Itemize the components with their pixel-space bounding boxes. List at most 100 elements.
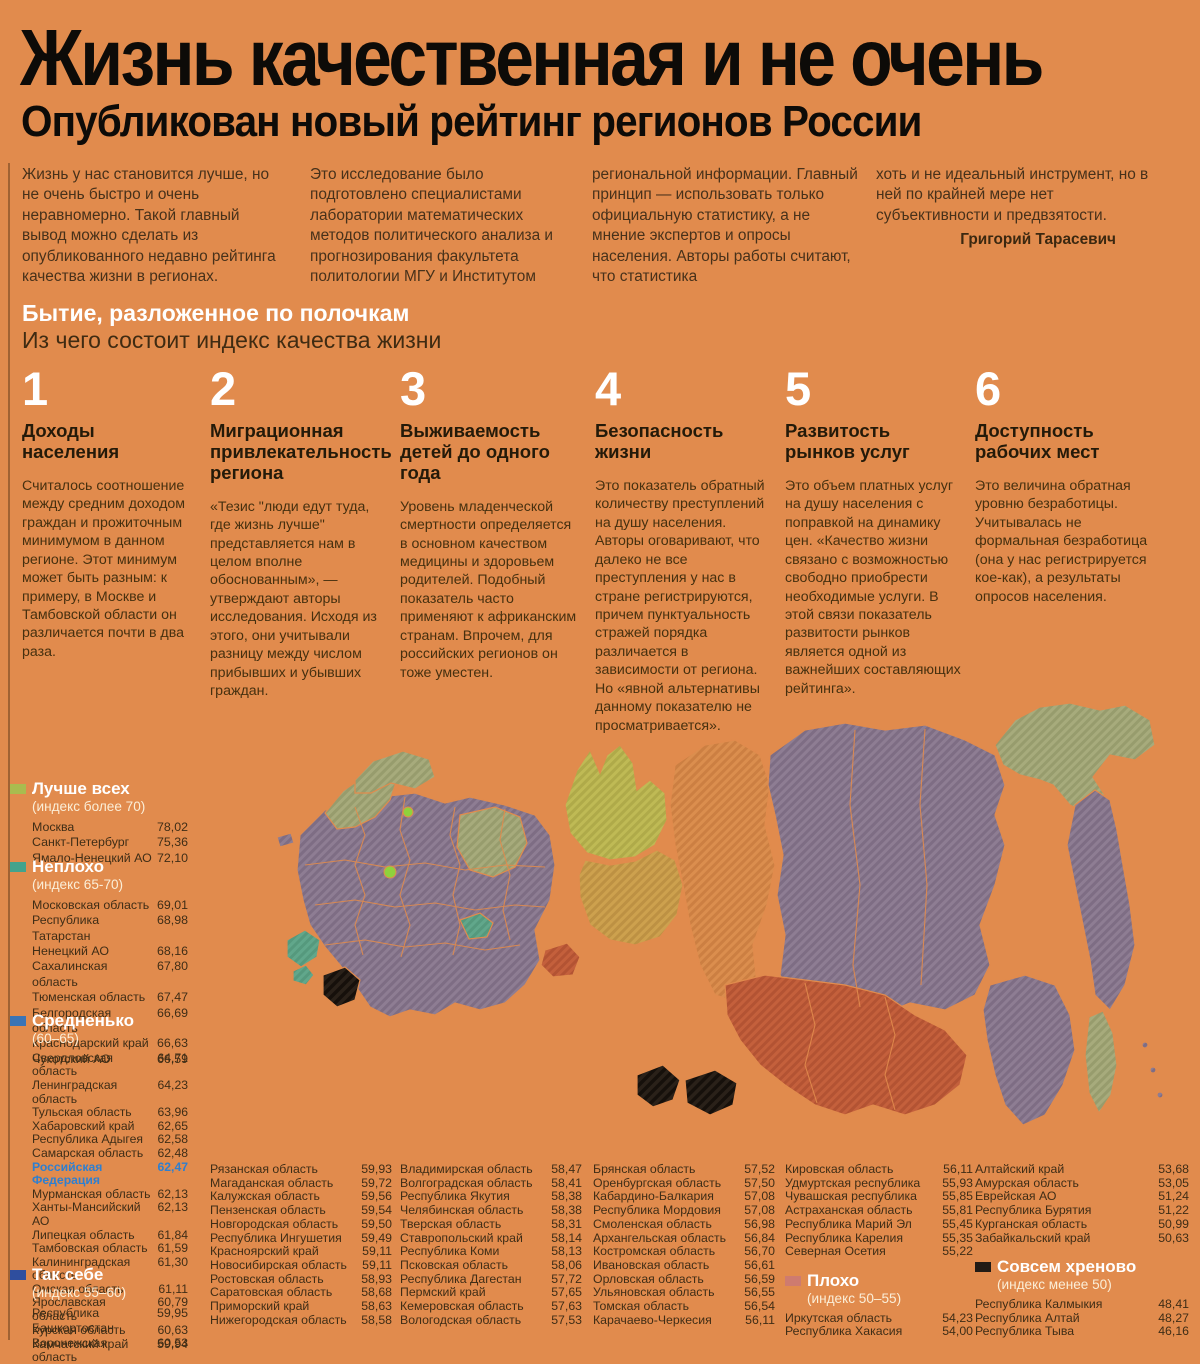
rating-row: Чукотский АО 66,59: [32, 1052, 188, 1067]
rating-row: Чувашская республика 55,85: [785, 1190, 973, 1204]
rating-row: Пензенская область 59,54: [210, 1203, 392, 1218]
left-rule: [8, 163, 10, 1340]
rating-row: Курганская область 50,99: [975, 1216, 1189, 1232]
region-score: 55,45: [942, 1216, 973, 1231]
legend-middle-title: Средненько: [32, 1011, 135, 1030]
rating-row: Ненецкий АО 68,16: [32, 944, 188, 959]
rating-row: Вологодская область 57,53: [400, 1313, 582, 1328]
rating-row: Камчатский край 59,94: [32, 1337, 188, 1352]
rating-row: Псковская область 58,06: [400, 1257, 582, 1273]
legend-middle: Средненько (60–65) Свердловская область 6…: [10, 1012, 188, 1364]
region-score: 61,59: [157, 1241, 189, 1256]
rating-row: Республика Башкортостан 59,95: [32, 1306, 188, 1337]
rating-row: Кабардино-Балкария 57,08: [593, 1190, 775, 1204]
region-score: 58,63: [361, 1299, 392, 1314]
region-name: Красноярский край: [210, 1244, 319, 1259]
region-score: 59,50: [361, 1216, 392, 1231]
legend-soso-rows: Республика Башкортостан 59,95 Камчатский к…: [32, 1306, 188, 1352]
legend-bad-rows: Иркутская область 54,23 Республика Хакасия…: [785, 1311, 973, 1339]
region-score: 58,58: [361, 1312, 392, 1327]
rating-row: Магаданская область 59,72: [210, 1175, 392, 1191]
region-score: 57,65: [551, 1285, 582, 1300]
rating-row: Республика Карелия 55,35: [785, 1230, 973, 1246]
region-name: Тульская область: [32, 1105, 132, 1120]
legend-swatch-worst-icon: [975, 1262, 991, 1273]
region-name: Москва: [32, 819, 75, 834]
region-name: Калининградская область: [32, 1254, 131, 1283]
region-score: 62,13: [157, 1186, 189, 1201]
region-score: 58,06: [551, 1257, 582, 1272]
region-score: 56,98: [744, 1216, 775, 1231]
rating-row: Республика Татарстан 68,98: [32, 913, 188, 944]
factor-5-text: Это объем платных услуг на душу населени…: [785, 477, 961, 697]
intro-col-3: региональной информации. Главный принцип…: [592, 166, 858, 286]
region-name: Самарская область: [32, 1145, 144, 1160]
factor-5: 5 Развитость рынков услуг Это объем плат…: [785, 365, 961, 698]
region-score: 67,80: [156, 959, 188, 974]
factor-3-number: 3: [400, 362, 427, 415]
region-name: Северная Осетия: [785, 1244, 886, 1259]
region-score: 48,27: [1158, 1310, 1189, 1325]
factor-2-number: 2: [210, 362, 237, 415]
region-score: 68,16: [156, 944, 188, 959]
region-score: 62,65: [157, 1118, 189, 1133]
region-name: Республика Дагестан: [400, 1271, 522, 1286]
region-tyva: [684, 1069, 738, 1116]
region-name: Кабардино-Балкария: [593, 1189, 714, 1204]
rating-row: Сахалинская область 67,80: [32, 959, 188, 990]
region-name: Ульяновская область: [593, 1285, 715, 1300]
rating-row: Оренбургская область 57,50: [593, 1176, 775, 1191]
region-name: Смоленская область: [593, 1216, 712, 1231]
region-name: Магаданская область: [210, 1175, 334, 1190]
factor-1: 1 Доходы населения Считалось соотношение…: [22, 365, 194, 661]
region-score: 55,85: [942, 1189, 973, 1204]
region-name: Республика Карелия: [785, 1230, 904, 1245]
region-name: Республика Коми: [400, 1244, 500, 1259]
region-name: Костромская область: [593, 1244, 716, 1259]
region-name: Московская область: [32, 897, 150, 912]
region-red-band: [724, 974, 968, 1116]
legend-bad: Плохо (индекс 50–55) Иркутская область 54…: [785, 1272, 973, 1339]
factor-2: 2 Миграционная привлекательность региона…: [210, 362, 392, 701]
rating-row: Мурманская область 62,13: [32, 1186, 189, 1202]
region-score: 50,99: [1158, 1216, 1189, 1231]
map-regions: [276, 702, 1164, 1126]
region-name: Новгородская область: [210, 1216, 339, 1231]
region-name: Республика Мордовия: [593, 1203, 721, 1218]
rating-row: Курская область 60,63: [32, 1323, 188, 1338]
rating-row: Республика Калмыкия 48,41: [975, 1297, 1189, 1312]
region-score: 57,63: [551, 1299, 582, 1314]
region-name: Хабаровский край: [32, 1118, 135, 1133]
region-tatarstan: [459, 912, 494, 940]
legend-swatch-middle-icon: [10, 1016, 26, 1026]
rating-row: Алтайский край 53,68: [975, 1162, 1189, 1177]
rating-row: Республика Марий Эл 55,45: [785, 1216, 973, 1232]
map-internal-borders: [304, 728, 928, 1111]
rating-row: Амурская область 53,05: [975, 1176, 1189, 1191]
region-name: Удмуртская республика: [785, 1175, 921, 1190]
kuril-islands: [1149, 1066, 1157, 1074]
region-score: 50,63: [1158, 1230, 1189, 1245]
region-komi: [456, 806, 528, 878]
region-name: Курганская область: [975, 1216, 1088, 1231]
region-name: Псковская область: [400, 1257, 508, 1272]
rating-row: Липецкая область 61,84: [32, 1228, 188, 1243]
factor-6: 6 Доступность рабочих мест Это величина …: [975, 365, 1155, 606]
region-name: Республика Тыва: [975, 1324, 1075, 1339]
region-caucasus-teal-2: [292, 964, 315, 986]
region-yakutia: [767, 722, 1006, 1016]
rating-row: Республика Адыгея 62,58: [32, 1133, 188, 1147]
factor-6-number: 6: [975, 362, 1002, 415]
rating-row: Астраханская область 55,81: [785, 1203, 973, 1218]
region-score: 58,68: [361, 1285, 392, 1300]
region-score: 58,41: [551, 1175, 582, 1190]
region-name: Чукотский АО: [32, 1051, 111, 1066]
rating-row: Кемеровская область 57,63: [400, 1299, 582, 1314]
region-name: Архангельская область: [593, 1230, 727, 1245]
factor-3-title: Выживаемость детей до одного года: [400, 420, 550, 483]
rating-row: Костромская область 56,70: [593, 1245, 775, 1259]
region-score: 59,11: [362, 1257, 392, 1272]
region-name: Тамбовская область: [32, 1241, 148, 1256]
rating-row: Республика Ингушетия 59,49: [210, 1231, 392, 1246]
legend-best: Лучше всех (индекс более 70) Москва 78,02…: [10, 780, 188, 866]
